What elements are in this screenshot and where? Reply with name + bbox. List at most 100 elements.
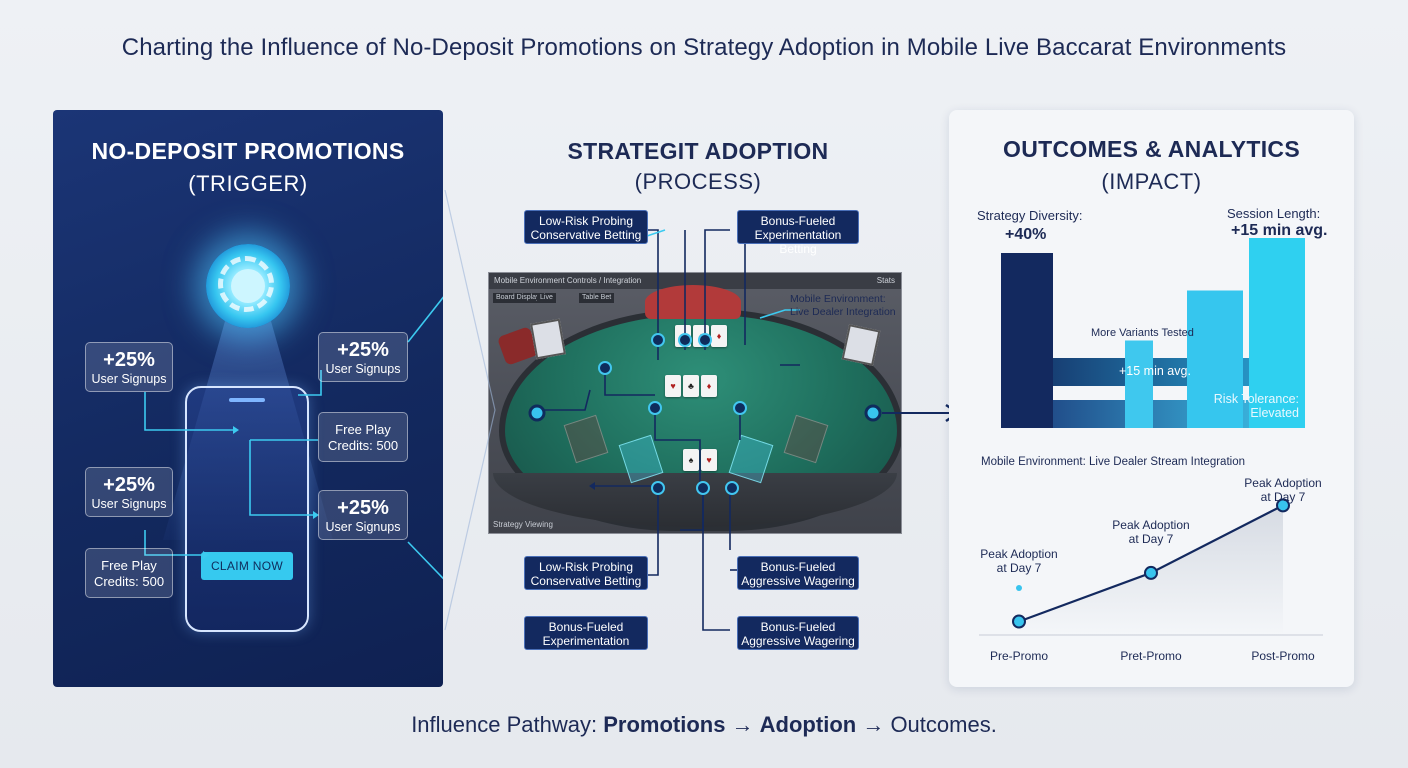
more-variants-label: More Variants Tested (1091, 327, 1194, 339)
credits-card-2: Free Play Credits: 500 (85, 548, 173, 598)
strategy-view-label: Strategy Viewing (493, 520, 553, 529)
signup-card-2-value: +25% (103, 474, 155, 496)
footer-pathway: Influence Pathway: Promotions → Adoption… (0, 712, 1408, 738)
bottom-box-aggressive-2: Bonus-Fueled Aggressive Wagering (737, 616, 859, 650)
annotation-3-line2: at Day 7 (1261, 490, 1306, 504)
outcomes-panel: OUTCOMES & ANALYTICS (IMPACT) Strategy D… (949, 110, 1354, 687)
annotation-2-line1: Peak Adoption (1112, 518, 1189, 532)
promotions-subtitle: (TRIGGER) (188, 171, 308, 196)
phone-notch (229, 398, 265, 402)
signup-card-2: +25% User Signups (85, 467, 173, 517)
card: ♣ (683, 375, 699, 397)
promotions-heading: NO-DEPOSIT PROMOTIONS (TRIGGER) (53, 138, 443, 197)
table-toolbar: Mobile Environment Controls / Integratio… (489, 273, 901, 289)
bar-2 (1125, 340, 1153, 428)
credits-card-2-line1: Free Play (101, 558, 157, 573)
bar-3 (1187, 290, 1243, 428)
page-title: Charting the Influence of No-Deposit Pro… (121, 34, 1287, 61)
line-point-3 (1276, 498, 1290, 513)
footer-prefix: Influence Pathway: (411, 712, 604, 737)
card: ♥ (665, 375, 681, 397)
strategy-diversity-value: +40% (1005, 226, 1047, 243)
line-area (1019, 505, 1283, 635)
table-tab-3[interactable]: Table Bet (579, 293, 615, 303)
top-box-low-risk: Low-Risk Probing Conservative Betting (524, 210, 648, 244)
top-box-bonus-line1: Bonus-Fueled (760, 214, 836, 228)
promotions-panel: NO-DEPOSIT PROMOTIONS (TRIGGER) CLAIM NO… (53, 110, 443, 687)
top-box-low-risk-line2: Conservative Betting (530, 228, 642, 242)
bar-4 (1249, 238, 1305, 428)
live-baccarat-table: Mobile Environment Controls / Integratio… (488, 272, 902, 534)
risk-tolerance-line2: Elevated (1250, 406, 1299, 420)
left-connector-lines (144, 296, 443, 580)
adoption-title: STRATEGIT ADOPTION (567, 138, 829, 164)
bottom-box-aggressive-1-line1: Bonus-Fueled (760, 560, 836, 574)
signup-card-3-value: +25% (337, 339, 389, 361)
bottom-box-experimentation-line1: Bonus-Fueled (548, 620, 624, 634)
credits-card-1-line1: Free Play (335, 422, 391, 437)
bottom-box-experimentation-line2: Experimentation (542, 634, 630, 648)
credits-card-1-line2: Credits: 500 (327, 438, 399, 453)
signup-card-1-label: User Signups (91, 372, 167, 386)
x-tick-label-3: Post-Promo (1251, 649, 1315, 663)
outcomes-heading: OUTCOMES & ANALYTICS (IMPACT) (949, 136, 1354, 195)
bottom-box-low-risk-line2: Conservative Betting (530, 574, 642, 588)
footer-adoption: Adoption (759, 712, 857, 737)
risk-tolerance-line1: Risk Tolerance: (1213, 392, 1299, 406)
poker-chip-icon (206, 244, 290, 328)
footer-arrow-1: → (725, 712, 760, 737)
credits-card-2-line2: Credits: 500 (93, 574, 165, 589)
top-box-low-risk-line1: Low-Risk Probing (538, 214, 634, 228)
table-tab-1[interactable]: Board Display (493, 293, 543, 303)
signup-card-1: +25% User Signups (85, 342, 173, 392)
line-point-2 (1144, 565, 1158, 580)
claim-now-button[interactable]: CLAIM NOW (201, 552, 293, 580)
dealer-chair-icon (645, 285, 741, 319)
signup-card-2-label: User Signups (91, 497, 167, 511)
signup-card-4: +25% User Signups (318, 490, 408, 540)
table-header-text: Mobile Environment Controls / Integratio… (494, 276, 642, 285)
bottom-box-low-risk-line1: Low-Risk Probing (538, 560, 634, 574)
table-header-right: Stats (876, 276, 895, 285)
x-tick-label-1: Pre-Promo (990, 649, 1048, 663)
outcomes-subtitle: (IMPACT) (1101, 169, 1202, 194)
table-tab-2[interactable]: Live (537, 293, 556, 303)
footer-outcomes: Outcomes. (890, 712, 997, 737)
card: ♦ (701, 375, 717, 397)
smartphone-icon: CLAIM NOW (185, 386, 309, 632)
signup-card-1-value: +25% (103, 349, 155, 371)
outcomes-bar-chart (1001, 238, 1305, 428)
signup-card-4-value: +25% (337, 497, 389, 519)
bottom-box-experimentation: Bonus-Fueled Experimentation (524, 616, 648, 650)
card: ♠ (683, 449, 699, 471)
signup-card-3-label: User Signups (325, 362, 401, 376)
bottom-box-aggressive-2-line1: Bonus-Fueled (760, 620, 836, 634)
card: ♦ (711, 325, 727, 347)
risk-tolerance-label: Risk Tolerance: Elevated (1199, 392, 1299, 420)
bottom-box-aggressive-1: Bonus-Fueled Aggressive Wagering (737, 556, 859, 590)
adoption-subtitle: (PROCESS) (634, 169, 762, 194)
bar-1 (1001, 253, 1053, 428)
top-box-bonus-line2: Experimentation Betting (754, 228, 842, 256)
stream-label: Mobile Environment: Live Dealer Stream I… (981, 456, 1245, 468)
outcomes-title: OUTCOMES & ANALYTICS (1003, 136, 1300, 162)
annotation-1-line2: at Day 7 (997, 561, 1042, 575)
annotation-1-line1: Peak Adoption (980, 547, 1057, 561)
signup-card-4-label: User Signups (325, 520, 401, 534)
promotions-title: NO-DEPOSIT PROMOTIONS (91, 138, 405, 164)
bottom-box-low-risk: Low-Risk Probing Conservative Betting (524, 556, 648, 590)
session-length-value: +15 min avg. (1231, 222, 1328, 239)
marker-dot (1016, 585, 1022, 591)
strategy-diversity-label: Strategy Diversity: (977, 208, 1083, 223)
band-label: +15 min avg. (1119, 364, 1191, 378)
annotation-2-line2: at Day 7 (1129, 532, 1174, 546)
signup-card-3: +25% User Signups (318, 332, 408, 382)
adoption-heading: STRATEGIT ADOPTION (PROCESS) (548, 138, 848, 195)
session-length-label: Session Length: (1227, 206, 1321, 221)
footer-promotions: Promotions (603, 712, 726, 737)
live-dealer-label: Live Dealer Integration (790, 306, 896, 318)
top-box-bonus: Bonus-Fueled Experimentation Betting (737, 210, 859, 256)
card: ♥ (701, 449, 717, 471)
footer-arrow-2: → (856, 712, 891, 737)
